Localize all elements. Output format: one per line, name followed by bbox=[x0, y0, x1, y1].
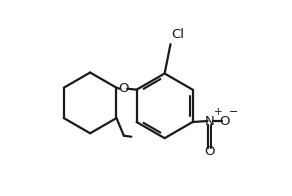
Text: O: O bbox=[205, 145, 215, 158]
Text: +: + bbox=[214, 107, 223, 117]
Text: −: − bbox=[229, 107, 238, 117]
Text: Cl: Cl bbox=[171, 28, 185, 41]
Text: O: O bbox=[219, 114, 230, 128]
Text: O: O bbox=[118, 82, 128, 95]
Text: N: N bbox=[205, 114, 215, 128]
